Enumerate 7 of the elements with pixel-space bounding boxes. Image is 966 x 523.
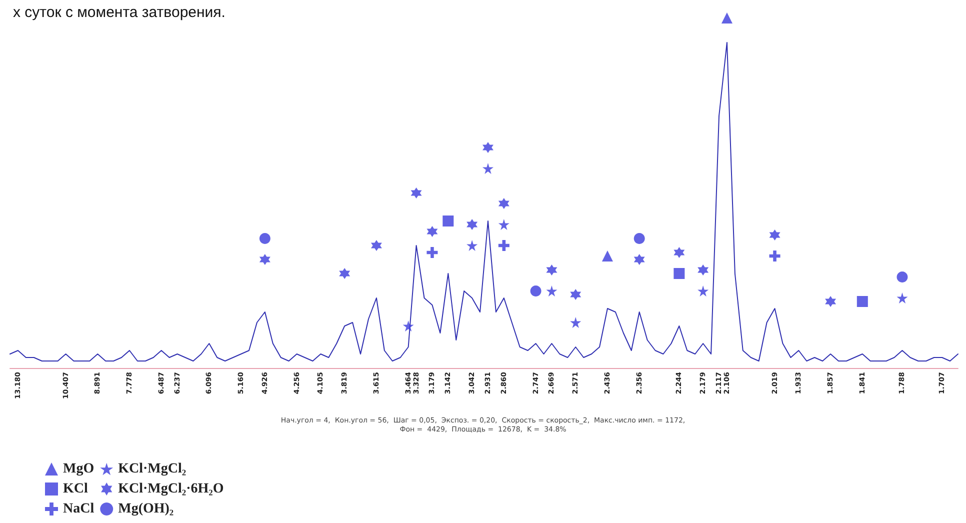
legend-label: KCl·MgCl₂ xyxy=(118,462,186,476)
legend-label: MgO xyxy=(63,462,94,476)
legend-label: Mg(OH)₂ xyxy=(118,502,174,516)
legend-label: NaCl xyxy=(63,502,94,516)
legend-label: KCl xyxy=(63,482,88,496)
legend-label: KCl·MgCl₂·6H₂O xyxy=(118,482,224,496)
chart-title: х суток с момента затворения. xyxy=(13,4,226,21)
